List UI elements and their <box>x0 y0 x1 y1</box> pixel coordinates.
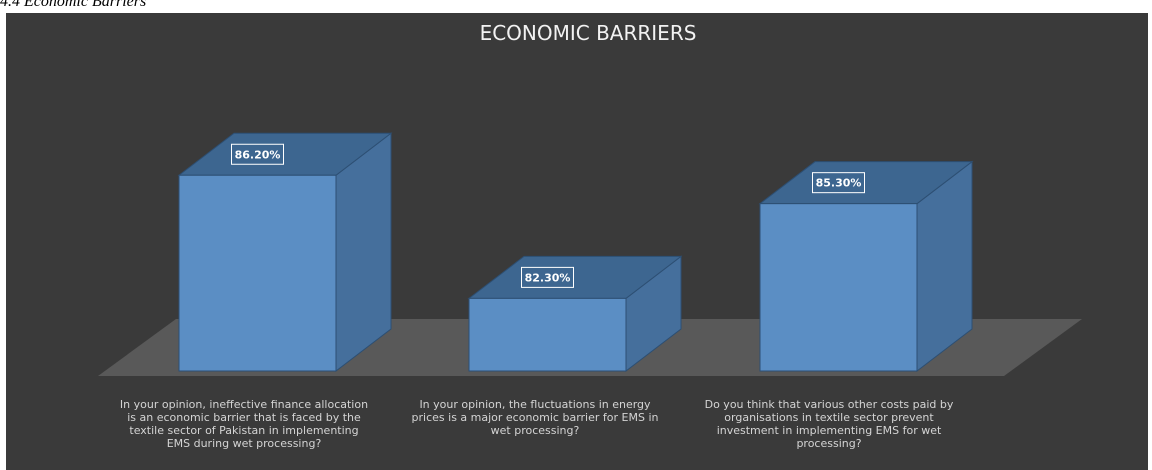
data-label-box <box>521 266 574 288</box>
figure-caption: 4.4 Economic Barriers <box>0 0 147 10</box>
bar-3: 85.30% <box>758 160 974 373</box>
data-label-text: 85.30% <box>816 177 862 190</box>
data-label: 82.30% <box>521 266 574 288</box>
data-label-text: 86.20% <box>235 148 281 161</box>
bar-front-face <box>468 297 627 372</box>
category-label-3: Do you think that various other costs pa… <box>704 398 954 450</box>
category-label-2: In your opinion, the fluctuations in ene… <box>411 398 659 437</box>
category-label-1: In your opinion, ineffective finance all… <box>119 398 369 450</box>
data-label-text: 82.30% <box>525 271 571 284</box>
bar-1: 86.20% <box>177 132 393 373</box>
bar-2: 82.30% <box>467 255 683 373</box>
bar-front-face <box>178 174 337 372</box>
bars-group: 86.20% 82.30% 85.30% <box>177 132 974 373</box>
economic-barriers-chart: ECONOMIC BARRIERS 86.20% 82.30% 85.30% <box>98 21 1082 376</box>
data-label: 86.20% <box>231 143 284 165</box>
data-label: 85.30% <box>812 172 865 194</box>
bar-front-face <box>759 203 918 372</box>
data-label-box <box>231 143 284 165</box>
chart-area: ECONOMIC BARRIERS 86.20% 82.30% 85.30% In … <box>6 13 1148 470</box>
chart-title: ECONOMIC BARRIERS <box>480 21 697 45</box>
data-label-box <box>812 172 865 194</box>
